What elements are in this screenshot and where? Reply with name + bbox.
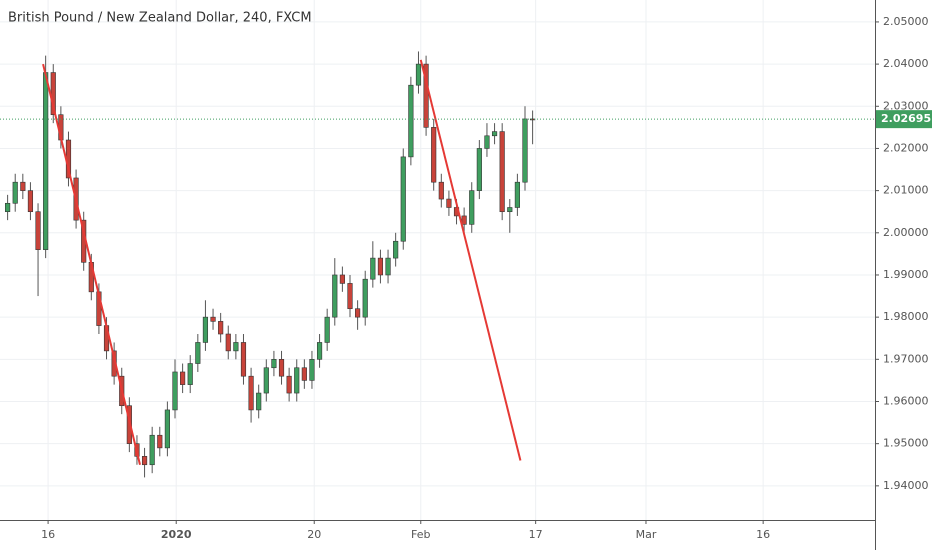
candle-body xyxy=(5,202,11,213)
candle-body xyxy=(522,118,528,183)
trend-line xyxy=(42,63,141,465)
candle-body xyxy=(370,257,376,280)
candle-body xyxy=(415,63,422,86)
y-tick-label: 2.04000 xyxy=(883,57,929,70)
candle-body xyxy=(347,283,353,310)
candle-body xyxy=(507,207,513,213)
candle-body xyxy=(400,156,406,242)
candle-body xyxy=(438,181,444,200)
candle-body xyxy=(202,316,209,343)
candle-body xyxy=(35,211,41,250)
x-tick-label: Mar xyxy=(636,528,657,541)
x-tick-label: 2020 xyxy=(161,528,192,541)
candle-body xyxy=(499,131,505,213)
candle-body xyxy=(233,342,239,352)
x-tick-label: 17 xyxy=(529,528,543,541)
grid xyxy=(0,0,875,520)
y-tick-label: 1.97000 xyxy=(883,352,929,365)
y-tick-label: 1.95000 xyxy=(883,437,929,450)
candle-body xyxy=(187,363,193,385)
y-tick-label: 2.02000 xyxy=(883,141,929,154)
candle-body xyxy=(141,456,148,466)
candle-body xyxy=(263,367,269,394)
trend-line xyxy=(419,59,522,461)
candle-body xyxy=(469,190,475,225)
y-tick-label: 2.00000 xyxy=(883,226,929,239)
x-tick-label: 16 xyxy=(41,528,55,541)
candle-body xyxy=(218,321,224,335)
candle-body xyxy=(256,392,262,411)
candle-body xyxy=(514,181,520,208)
y-tick-label: 1.94000 xyxy=(883,479,929,492)
y-tick-label: 2.05000 xyxy=(883,15,929,28)
last-price-box xyxy=(876,110,932,129)
candle-body xyxy=(332,274,338,318)
candle-body xyxy=(12,181,18,204)
candle-body xyxy=(172,371,178,411)
candle-body xyxy=(225,333,231,352)
x-tick-label: 16 xyxy=(756,528,770,541)
candle-body xyxy=(157,434,163,449)
candle-body xyxy=(20,181,26,191)
candle-body xyxy=(461,215,467,225)
x-tick-label: 20 xyxy=(307,528,321,541)
candle-body xyxy=(210,316,216,322)
candle-body xyxy=(294,367,300,394)
candle-body xyxy=(248,375,254,411)
candle-body xyxy=(423,63,429,128)
candle-body xyxy=(446,198,452,208)
y-tick-label: 2.01000 xyxy=(883,184,929,197)
candle-body xyxy=(195,342,201,364)
candle-body xyxy=(149,434,155,466)
candle-body xyxy=(476,148,482,191)
candle-body xyxy=(484,135,490,149)
plot xyxy=(5,51,536,478)
candle-body xyxy=(324,316,330,343)
candle-body xyxy=(339,274,345,284)
candle-body xyxy=(491,131,498,137)
candle-body xyxy=(180,371,186,385)
candle-body xyxy=(431,127,437,183)
candle-body xyxy=(286,375,292,394)
candle-body xyxy=(408,84,414,158)
y-tick-label: 1.96000 xyxy=(883,394,929,407)
y-tick-label: 1.99000 xyxy=(883,268,929,281)
candle-body xyxy=(240,342,247,377)
y-tick-label: 2.03000 xyxy=(883,99,929,112)
candle-body xyxy=(377,257,384,276)
candle-body xyxy=(27,190,34,213)
candle-body xyxy=(316,342,323,360)
chart-title: British Pound / New Zealand Dollar, 240,… xyxy=(8,11,312,26)
last-price-label: 2.02695 xyxy=(881,112,931,125)
candle-body xyxy=(43,72,49,250)
candle-body xyxy=(301,367,307,381)
y-tick-label: 1.98000 xyxy=(883,310,929,323)
x-tick-label: Feb xyxy=(411,528,430,541)
candle-body xyxy=(355,308,361,318)
candle-body xyxy=(271,359,277,369)
candle-body xyxy=(164,409,170,449)
candle-body xyxy=(362,278,368,318)
candle-body xyxy=(385,257,391,276)
candle-body xyxy=(278,359,285,377)
candle-body xyxy=(309,359,315,381)
candle-body xyxy=(393,240,399,259)
